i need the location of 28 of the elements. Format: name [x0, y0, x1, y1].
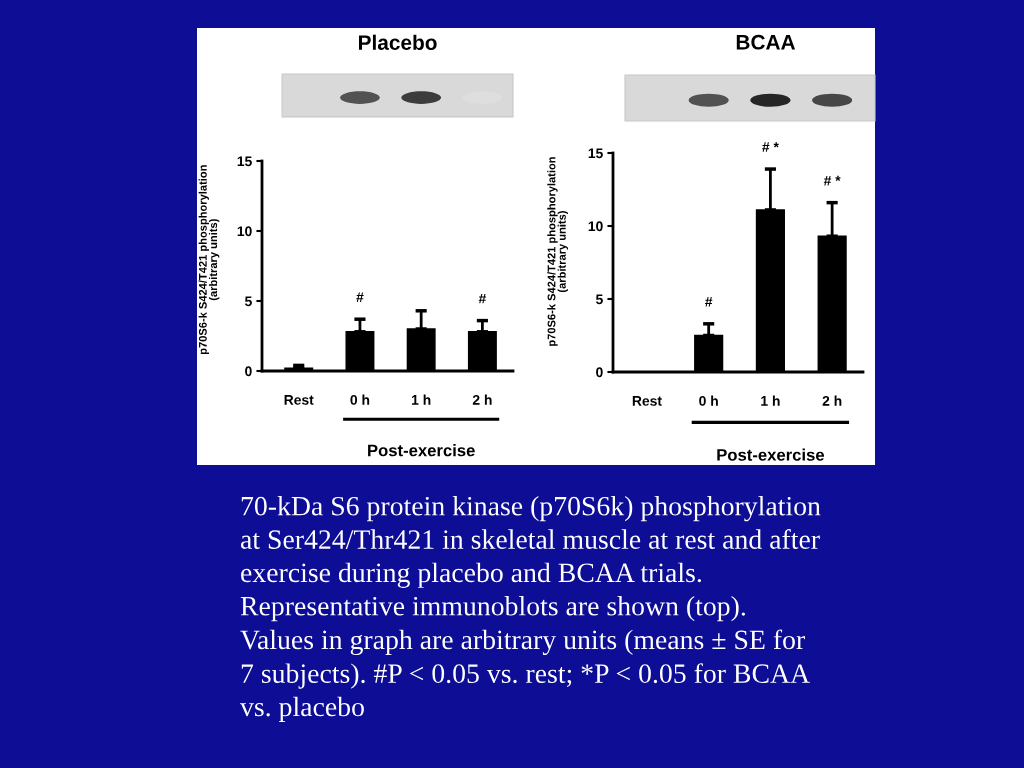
annotation: # * [762, 142, 779, 152]
annotation: # [705, 297, 713, 307]
x-tick-label: 1 h [761, 395, 780, 406]
chart-title: BCAA [736, 34, 796, 50]
annotation: # [478, 293, 487, 304]
y-tick-label: 10 [588, 221, 603, 232]
annotation: # [356, 292, 364, 302]
x-tick-label: 0 h [350, 394, 370, 405]
annotation: # * [823, 175, 841, 186]
y-tick-label: 10 [237, 226, 252, 237]
x-tick-label: Rest [284, 395, 314, 405]
y-tick-label: 0 [245, 366, 252, 377]
x-tick-label: 1 h [412, 394, 431, 405]
x-tick-label: 2 h [822, 395, 842, 406]
x-tick-label: 0 h [699, 395, 718, 406]
y-tick-label: 5 [595, 294, 603, 305]
chart-title: Placebo [358, 34, 437, 50]
y-tick-label: 15 [588, 148, 603, 159]
y-axis-title: p70S6-k S424/T421 phosphorylation (arbitrary units) [547, 157, 568, 346]
text: 70-kDa S6 protein kinase (p70S6k) phosphorylation at Ser424/Thr421 in skeletal muscle at rest and after exercise during placebo and BCAA trials. Representative immunoblots are shown (top). Values in graph are arbitrary units (means ± SE for 7 subjects). #P < 0.05 vs. rest; *P < 0.05 for BCAA vs. placebo [240, 496, 821, 722]
text: Post-exercise [368, 444, 475, 457]
y-tick-label: 0 [596, 367, 603, 378]
y-tick-label: 5 [244, 296, 252, 307]
y-tick-label: 15 [237, 156, 252, 167]
x-tick-label: Rest [632, 396, 662, 406]
text: Post-exercise [717, 448, 825, 461]
y-axis-title: p70S6-k S424/T421 phosphorylation (arbitrary units) [198, 165, 220, 355]
x-tick-label: 2 h [472, 394, 492, 405]
